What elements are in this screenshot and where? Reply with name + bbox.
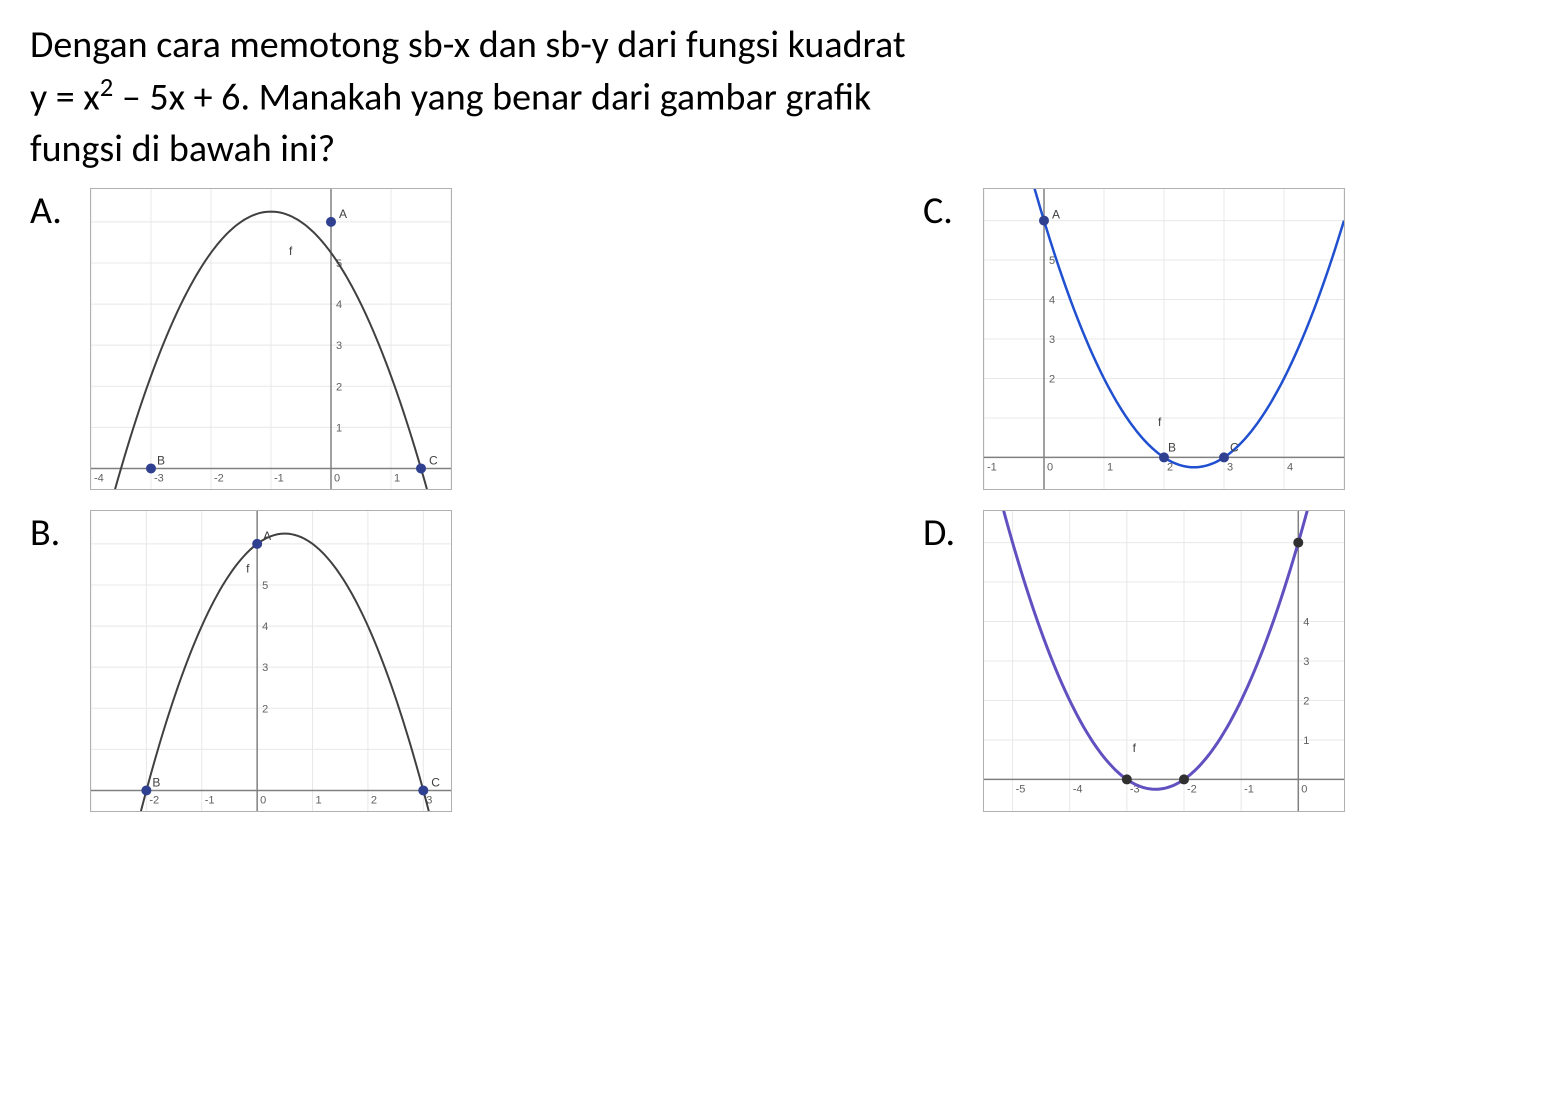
q-exp: 2 — [100, 72, 113, 104]
svg-text:A: A — [1052, 207, 1060, 221]
svg-text:2: 2 — [1303, 695, 1309, 707]
option-b: B. -2-101232345ABCf — [30, 510, 643, 812]
svg-text:-2: -2 — [214, 472, 224, 484]
svg-text:2: 2 — [1049, 373, 1055, 385]
svg-text:-2: -2 — [149, 794, 159, 806]
option-d: D. -5-4-3-2-101234f — [923, 510, 1536, 812]
svg-text:0: 0 — [260, 794, 266, 806]
options-grid: A. -4-3-2-10112345ABCf C. -1012342345ABC… — [30, 188, 1536, 812]
svg-text:C: C — [429, 453, 438, 467]
svg-text:4: 4 — [336, 299, 342, 311]
svg-text:3: 3 — [1303, 656, 1309, 668]
svg-text:1: 1 — [336, 422, 342, 434]
svg-text:0: 0 — [334, 472, 340, 484]
graph-c: -1012342345ABCf — [983, 188, 1345, 490]
svg-text:2: 2 — [336, 381, 342, 393]
svg-text:B: B — [152, 775, 160, 789]
svg-text:3: 3 — [1049, 334, 1055, 346]
svg-text:A: A — [263, 528, 271, 542]
svg-text:B: B — [157, 453, 165, 467]
svg-text:f: f — [1158, 414, 1162, 428]
svg-text:-1: -1 — [205, 794, 215, 806]
q-line2a: y = x — [30, 75, 100, 121]
q-line3: fungsi di bawah ini? — [30, 126, 335, 172]
svg-text:-1: -1 — [274, 472, 284, 484]
option-a-label: A. — [30, 188, 72, 234]
svg-text:B: B — [1168, 440, 1176, 454]
svg-text:A: A — [339, 206, 347, 220]
svg-text:f: f — [246, 561, 250, 575]
option-d-label: D. — [923, 510, 965, 556]
graph-a: -4-3-2-10112345ABCf — [90, 188, 452, 490]
svg-text:3: 3 — [336, 340, 342, 352]
option-b-label: B. — [30, 510, 72, 556]
graph-b: -2-101232345ABCf — [90, 510, 452, 812]
option-c: C. -1012342345ABCf — [923, 188, 1536, 490]
svg-text:f: f — [289, 243, 293, 257]
question-text: Dengan cara memotong sb-x dan sb-y dari … — [30, 20, 1536, 176]
svg-text:1: 1 — [1107, 461, 1113, 473]
svg-text:-5: -5 — [1016, 783, 1026, 795]
q-line1: Dengan cara memotong sb-x dan sb-y dari … — [30, 22, 906, 68]
svg-text:2: 2 — [262, 703, 268, 715]
svg-text:1: 1 — [394, 472, 400, 484]
graph-d: -5-4-3-2-101234f — [983, 510, 1345, 812]
svg-text:0: 0 — [1047, 461, 1053, 473]
svg-text:4: 4 — [1049, 294, 1055, 306]
svg-text:3: 3 — [262, 662, 268, 674]
svg-text:0: 0 — [1301, 783, 1307, 795]
svg-text:3: 3 — [1227, 461, 1233, 473]
svg-text:1: 1 — [1303, 734, 1309, 746]
svg-text:4: 4 — [262, 621, 268, 633]
svg-text:-1: -1 — [987, 461, 997, 473]
q-line2b: – 5x + 6. Manakah yang benar dari gambar… — [113, 75, 871, 121]
option-a: A. -4-3-2-10112345ABCf — [30, 188, 643, 490]
svg-text:-4: -4 — [1073, 783, 1083, 795]
svg-text:C: C — [1230, 440, 1239, 454]
svg-text:C: C — [431, 775, 440, 789]
svg-text:5: 5 — [262, 580, 268, 592]
option-c-label: C. — [923, 188, 965, 234]
svg-text:1: 1 — [316, 794, 322, 806]
svg-text:2: 2 — [371, 794, 377, 806]
svg-text:4: 4 — [1303, 616, 1309, 628]
svg-text:-2: -2 — [1187, 783, 1197, 795]
svg-text:-1: -1 — [1244, 783, 1254, 795]
svg-text:-3: -3 — [154, 472, 164, 484]
svg-text:4: 4 — [1287, 461, 1293, 473]
svg-text:f: f — [1133, 740, 1137, 754]
svg-text:-4: -4 — [94, 472, 104, 484]
